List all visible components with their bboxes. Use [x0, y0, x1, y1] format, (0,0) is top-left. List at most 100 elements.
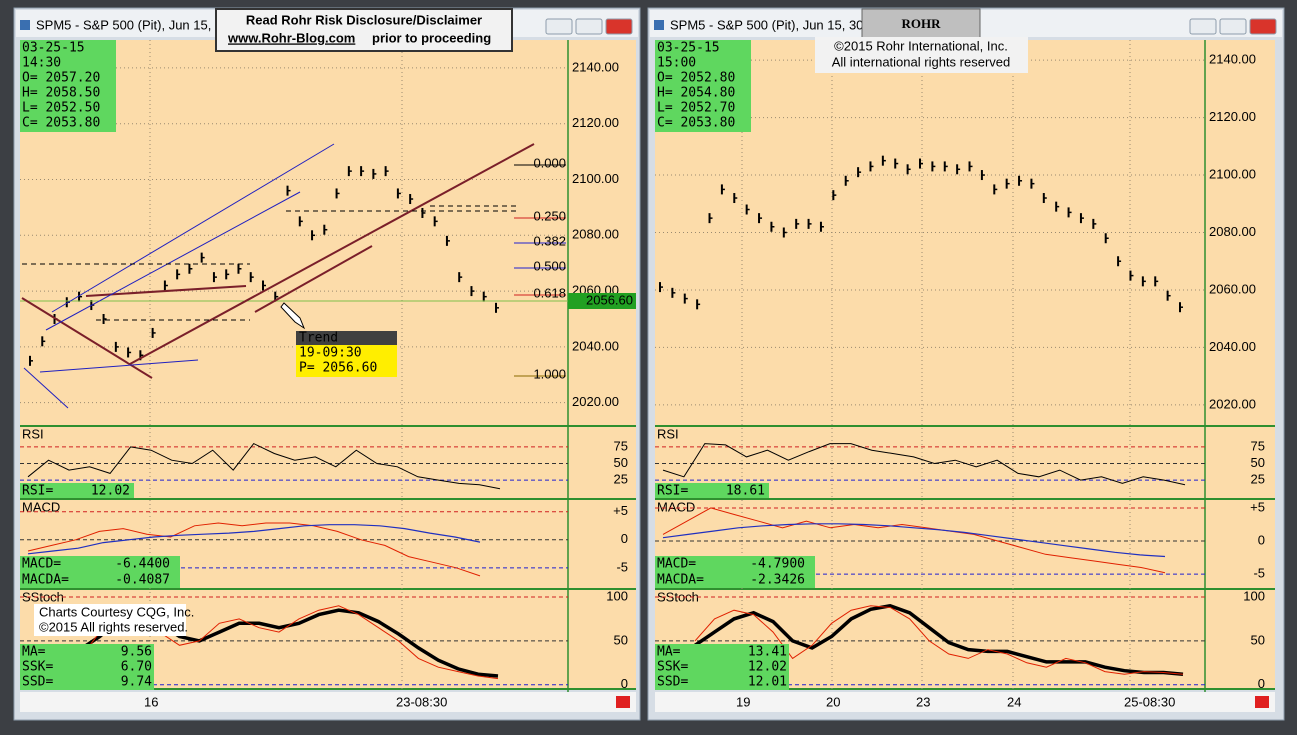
trend-time: 19-09:30 [299, 346, 362, 361]
macd-label: MACD [22, 499, 60, 514]
macda-line [662, 523, 1166, 558]
window-icon [654, 20, 664, 30]
data-box-line: L= 2052.50 [22, 101, 100, 116]
rsi-tick-label: 25 [1251, 472, 1265, 487]
disclaimer-link[interactable]: www.Rohr-Blog.com [227, 30, 355, 45]
trend-box-header [296, 331, 397, 345]
maximize-button[interactable] [1219, 18, 1247, 35]
data-box-line: 15:00 [657, 56, 696, 71]
close-button[interactable] [1249, 18, 1277, 35]
stoch-tick-label: 0 [621, 676, 628, 691]
copyright: All international rights reserved [832, 54, 1010, 69]
minimize-button[interactable] [545, 18, 573, 35]
readout-value: -2.3426 [750, 573, 805, 588]
stoch-tick-label: 100 [1243, 588, 1265, 603]
rsi-line [662, 443, 1186, 486]
readout-label: MA= [22, 645, 46, 660]
readout-value: 12.02 [748, 660, 787, 675]
time-label: 25-08:30 [1124, 694, 1175, 709]
data-box-line: 03-25-15 [657, 41, 720, 56]
readout-value: 18.61 [726, 484, 765, 499]
readout-label: MACDA= [657, 573, 704, 588]
readout-box [20, 483, 134, 498]
readout-value: -4.7900 [750, 557, 805, 572]
rsi-tick-label: 25 [614, 472, 628, 487]
disclaimer-line: Read Rohr Risk Disclosure/Disclaimer [246, 12, 482, 27]
stoch-tick-label: 100 [606, 588, 628, 603]
price-tick-label: 2080.00 [1209, 224, 1256, 239]
fib-label: 1.000 [533, 366, 566, 381]
rsi-tick-label: 75 [614, 438, 628, 453]
trend-line [51, 143, 335, 313]
price-tick-label: 2080.00 [572, 227, 619, 242]
stoch-tick-label: 50 [1251, 632, 1265, 647]
macd-label: MACD [657, 499, 695, 514]
scroll-arrow[interactable] [1255, 696, 1269, 708]
data-box [655, 40, 751, 132]
data-box-line: O= 2057.20 [22, 71, 100, 86]
fib-label: 0.500 [533, 258, 566, 273]
readout-box [20, 644, 154, 690]
macd-tick-label: 0 [621, 531, 628, 546]
courtesy: Charts Courtesy CQG, Inc. [39, 604, 194, 619]
macd-tick-label: 0 [1258, 532, 1265, 547]
price-tick-label: 2040.00 [572, 338, 619, 353]
readout-value: 9.56 [121, 645, 152, 660]
time-axis [655, 692, 1275, 712]
data-box-line: 03-25-15 [22, 41, 85, 56]
time-label: 19 [736, 694, 750, 709]
close-button[interactable] [605, 18, 633, 35]
minimize-button[interactable] [1189, 18, 1217, 35]
price-tick-label: 2140.00 [1209, 52, 1256, 67]
data-box-line: O= 2052.80 [657, 71, 735, 86]
time-label: 23-08:30 [396, 694, 447, 709]
trend-line [45, 191, 301, 331]
readout-label: SSK= [657, 660, 688, 675]
time-label: 24 [1007, 694, 1021, 709]
data-box-line: H= 2054.80 [657, 86, 735, 101]
readout-label: MACD= [657, 557, 696, 572]
fib-label: 0.618 [533, 285, 566, 300]
current-price: 2056.60 [586, 292, 633, 307]
readout-box [655, 556, 815, 588]
readout-box [20, 556, 180, 588]
courtesy: ©2015 All rights reserved. [39, 619, 188, 634]
readout-label: MACDA= [22, 573, 69, 588]
readout-label: RSI= [22, 484, 53, 499]
macda-line [27, 524, 481, 555]
macd-tick-label: +5 [1250, 499, 1265, 514]
readout-label: MA= [657, 645, 681, 660]
readout-label: SSD= [22, 675, 53, 690]
disclaimer-line: prior to proceeding [372, 30, 491, 45]
rsi-line [27, 442, 501, 490]
window-icon [20, 20, 30, 30]
time-label: 20 [826, 694, 840, 709]
price-tick-label: 2100.00 [1209, 166, 1256, 181]
macd-line [27, 522, 481, 577]
rsi-label: RSI [657, 426, 679, 441]
scroll-arrow[interactable] [616, 696, 630, 708]
rsi-tick-label: 50 [1251, 455, 1265, 470]
readout-value: -0.4087 [115, 573, 170, 588]
time-label: 16 [144, 694, 158, 709]
price-tick-label: 2120.00 [1209, 109, 1256, 124]
rsi-tick-label: 75 [1251, 438, 1265, 453]
logo: ROHR [902, 16, 942, 31]
data-box-line: H= 2058.50 [22, 86, 100, 101]
macd-tick-label: +5 [613, 503, 628, 518]
price-tick-label: 2020.00 [1209, 396, 1256, 411]
time-label: 23 [916, 694, 930, 709]
stoch-tick-label: 50 [614, 632, 628, 647]
maximize-button[interactable] [575, 18, 603, 35]
current-price-box [568, 293, 636, 309]
trend-box [296, 345, 397, 377]
macd-tick-label: -5 [1253, 566, 1265, 581]
trend-line [254, 245, 373, 313]
data-box [20, 40, 116, 132]
price-tick-label: 2040.00 [1209, 339, 1256, 354]
readout-label: MACD= [22, 557, 61, 572]
readout-label: SSK= [22, 660, 53, 675]
ssd-line [694, 603, 1184, 676]
